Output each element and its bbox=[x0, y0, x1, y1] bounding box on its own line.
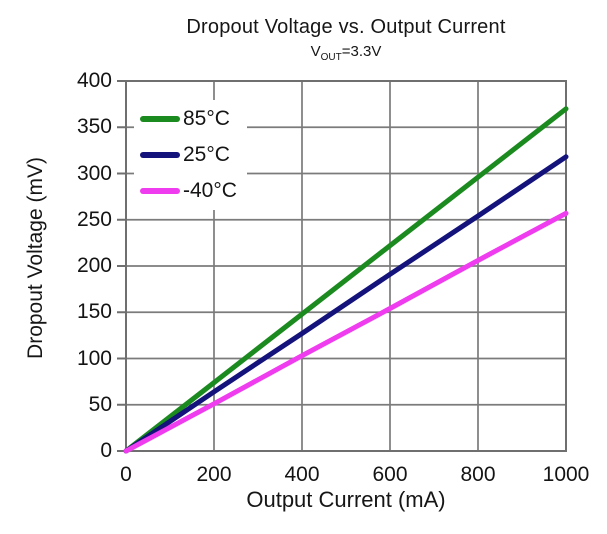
y-tick-label: 50 bbox=[88, 392, 112, 416]
series-line bbox=[123, 210, 569, 454]
legend-item: -40°C bbox=[140, 173, 237, 209]
y-tick-label: 200 bbox=[76, 254, 112, 277]
x-axis-title: Output Current (mA) bbox=[246, 487, 446, 512]
subtitle-subscript: OUT bbox=[320, 52, 342, 63]
series-line bbox=[123, 106, 569, 454]
y-tick-label: 0 bbox=[100, 439, 112, 462]
series-line bbox=[123, 154, 569, 454]
subtitle-value: =3.3V bbox=[341, 43, 382, 60]
legend-swatch-line bbox=[140, 116, 180, 122]
x-tick-label: 1000 bbox=[542, 463, 590, 486]
subtitle-symbol: V bbox=[310, 43, 321, 60]
y-tick-label: 150 bbox=[76, 300, 112, 324]
legend-item: 85°C bbox=[140, 101, 237, 137]
legend-label: 25°C bbox=[183, 143, 230, 166]
y-tick-label: 400 bbox=[76, 69, 112, 92]
y-tick-label: 100 bbox=[76, 346, 112, 370]
legend: 85°C 25°C -40°C bbox=[134, 100, 247, 210]
x-tick-label: 0 bbox=[120, 463, 132, 486]
chart-title: Dropout Voltage vs. Output Current bbox=[186, 16, 506, 38]
legend-label: -40°C bbox=[183, 179, 237, 202]
y-tick-label: 350 bbox=[76, 115, 112, 139]
legend-label: 85°C bbox=[183, 107, 230, 130]
y-tick-label: 250 bbox=[76, 207, 112, 231]
x-tick-label: 400 bbox=[284, 463, 320, 486]
chart-subtitle: VOUT=3.3V bbox=[116, 43, 576, 63]
legend-swatch-line bbox=[140, 188, 180, 194]
x-tick-label: 800 bbox=[460, 463, 496, 486]
legend-item: 25°C bbox=[140, 137, 237, 173]
y-tick-label: 300 bbox=[76, 161, 112, 185]
x-tick-label: 600 bbox=[372, 463, 408, 486]
x-tick-label: 200 bbox=[196, 463, 232, 486]
legend-swatch-line bbox=[140, 152, 180, 158]
plot-border bbox=[125, 80, 567, 452]
